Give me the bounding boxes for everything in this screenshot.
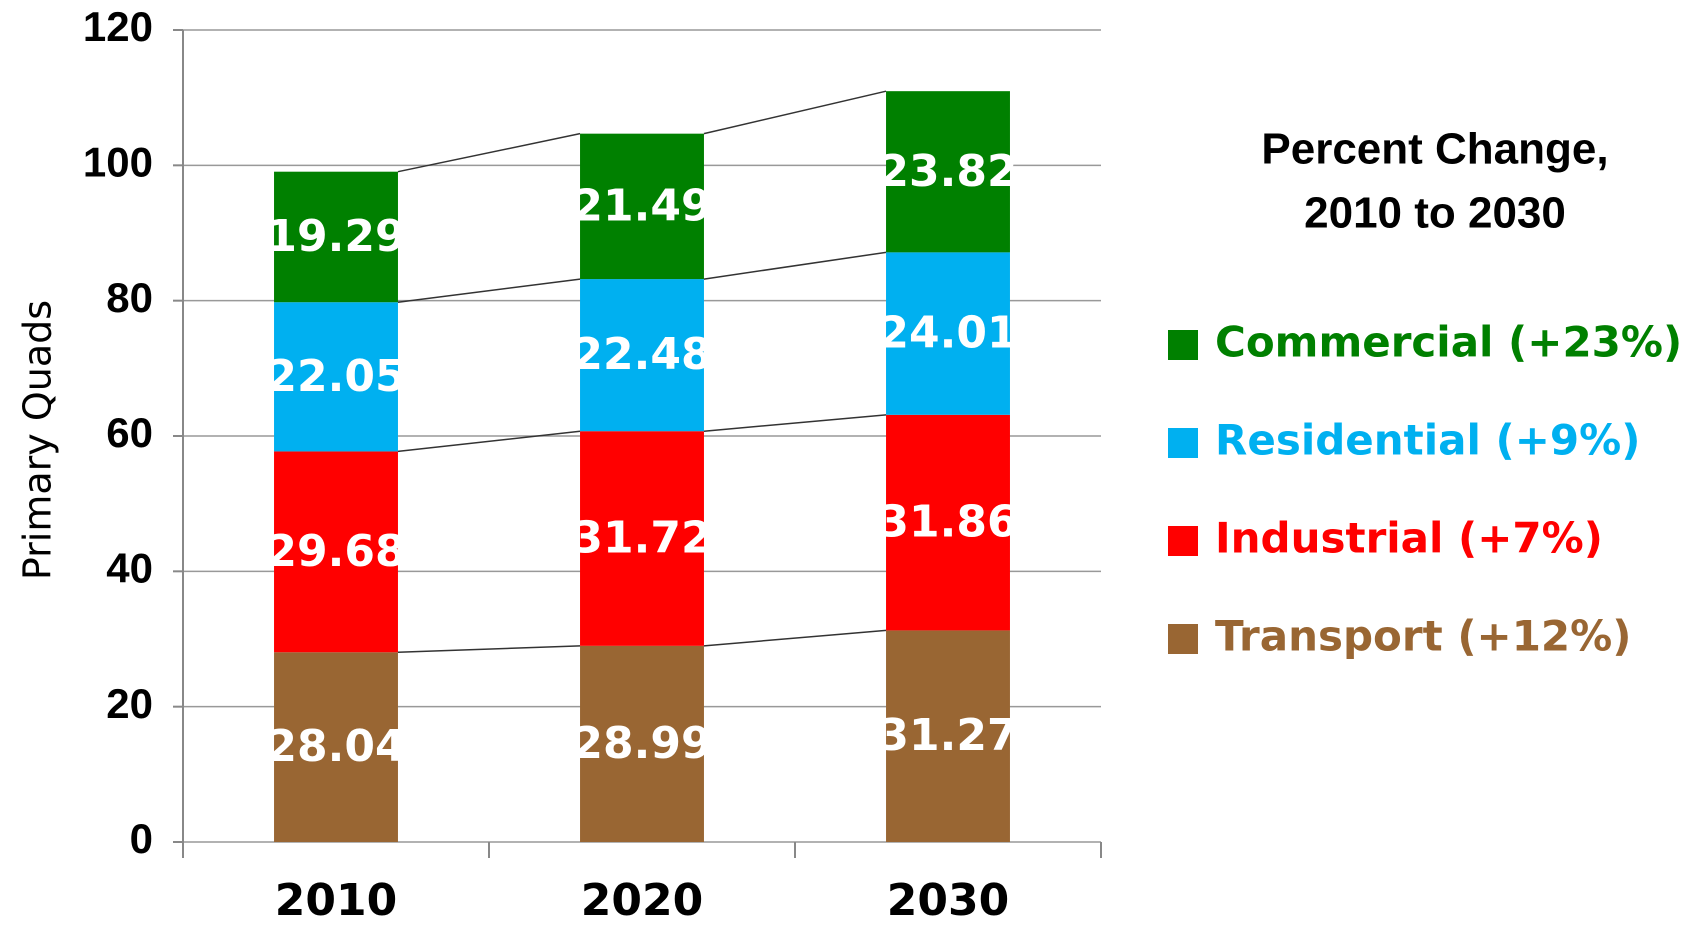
y-tick-label: 120 xyxy=(83,3,153,50)
legend-label: Residential (+9%) xyxy=(1215,416,1640,465)
y-tick-label: 20 xyxy=(106,680,153,727)
x-tick-label: 2030 xyxy=(887,875,1009,926)
y-tick-label: 40 xyxy=(106,544,153,591)
y-axis-label: Primary Quads xyxy=(16,300,60,580)
legend-title: 2010 to 2030 xyxy=(1304,189,1566,238)
connector-line xyxy=(397,430,581,453)
data-label: 29.68 xyxy=(266,526,405,577)
legend-swatch xyxy=(1168,624,1198,654)
bar-segment xyxy=(580,279,704,432)
connector-line xyxy=(703,414,887,432)
connector-line xyxy=(397,132,581,173)
connector-line xyxy=(397,278,581,303)
data-label: 22.05 xyxy=(266,351,405,402)
data-label: 24.01 xyxy=(878,308,1017,359)
y-tick-label: 0 xyxy=(130,815,153,862)
bar-segment xyxy=(274,451,398,653)
y-tick-label: 60 xyxy=(106,409,153,456)
legend-swatch xyxy=(1168,330,1198,360)
data-label: 31.86 xyxy=(878,497,1017,548)
bar-segment xyxy=(580,133,704,280)
legend-swatch xyxy=(1168,428,1198,458)
connector-line xyxy=(703,629,887,647)
legend-title: Percent Change, xyxy=(1261,125,1608,174)
data-label: 28.99 xyxy=(572,718,711,769)
legend-swatch xyxy=(1168,526,1198,556)
data-label: 31.27 xyxy=(878,710,1017,761)
data-label: 19.29 xyxy=(266,211,405,262)
bar-segment xyxy=(886,414,1010,631)
bar-segment xyxy=(886,91,1010,253)
legend-label: Industrial (+7%) xyxy=(1215,514,1603,563)
legend-label: Commercial (+23%) xyxy=(1215,318,1682,367)
legend-label: Transport (+12%) xyxy=(1215,612,1631,661)
bar-segment xyxy=(580,645,704,842)
x-tick-label: 2010 xyxy=(275,875,397,926)
connector-line xyxy=(703,251,887,280)
connector-line xyxy=(397,645,581,654)
data-label: 23.82 xyxy=(878,146,1017,197)
y-tick-label: 100 xyxy=(83,138,153,185)
connector-line xyxy=(703,90,887,135)
y-tick-label: 80 xyxy=(106,274,153,321)
bar-segment xyxy=(274,171,398,303)
bar-segment xyxy=(886,630,1010,842)
bar-segment xyxy=(274,652,398,842)
data-label: 28.04 xyxy=(266,721,405,772)
data-label: 21.49 xyxy=(572,180,711,231)
bar-segment xyxy=(886,252,1010,415)
bar-segment xyxy=(580,431,704,646)
bar-segment xyxy=(274,302,398,452)
x-tick-label: 2020 xyxy=(581,875,703,926)
data-label: 31.72 xyxy=(572,513,711,564)
data-label: 22.48 xyxy=(572,329,711,380)
